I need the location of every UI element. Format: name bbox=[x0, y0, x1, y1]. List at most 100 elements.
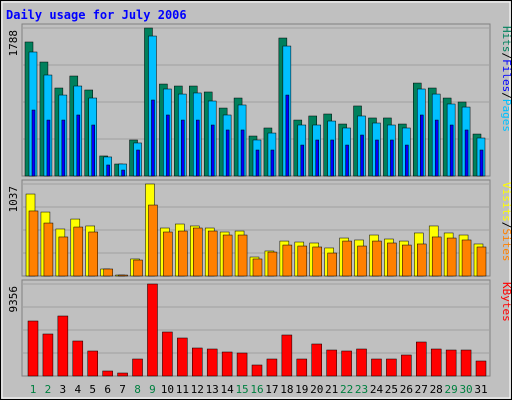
bar bbox=[106, 164, 110, 177]
y-tick-label: 1788 bbox=[7, 30, 20, 57]
bar bbox=[72, 340, 84, 377]
bar bbox=[255, 149, 260, 177]
bar bbox=[461, 239, 472, 277]
bar bbox=[43, 222, 54, 277]
bar bbox=[193, 227, 203, 277]
x-tick-label: 21 bbox=[325, 383, 338, 396]
x-tick-label: 1 bbox=[30, 383, 37, 396]
bar bbox=[240, 129, 245, 177]
bar bbox=[357, 245, 367, 277]
x-tick-label: 4 bbox=[74, 383, 81, 396]
bar bbox=[151, 99, 155, 177]
bar bbox=[252, 258, 263, 277]
bar bbox=[315, 139, 319, 177]
x-tick-label: 14 bbox=[221, 383, 235, 396]
legend-entry: Visits bbox=[500, 182, 512, 222]
legend-entry: Hits bbox=[500, 26, 512, 53]
bar bbox=[417, 243, 427, 277]
bar bbox=[402, 244, 412, 277]
bar bbox=[430, 348, 442, 377]
bar bbox=[416, 341, 427, 377]
bar bbox=[147, 283, 158, 377]
x-tick-label: 22 bbox=[340, 383, 353, 396]
bar bbox=[311, 343, 322, 377]
bar bbox=[356, 348, 367, 377]
x-tick-label: 13 bbox=[206, 383, 219, 396]
bar bbox=[181, 119, 185, 177]
bar bbox=[87, 350, 98, 377]
bar bbox=[132, 358, 143, 377]
bar bbox=[136, 149, 140, 177]
bar bbox=[341, 350, 352, 377]
bar bbox=[162, 331, 173, 377]
bar bbox=[221, 351, 233, 377]
bar bbox=[91, 124, 95, 177]
bar bbox=[330, 139, 334, 177]
bar bbox=[103, 268, 113, 277]
bar bbox=[267, 251, 278, 277]
bar bbox=[360, 134, 364, 177]
bar bbox=[148, 204, 158, 277]
bar bbox=[372, 240, 382, 277]
bar bbox=[270, 149, 275, 177]
bar bbox=[88, 231, 98, 277]
bar bbox=[42, 333, 54, 377]
x-tick-label: 25 bbox=[385, 383, 398, 396]
x-tick-label: 28 bbox=[430, 383, 443, 396]
chart-title: Daily usage for July 2006 bbox=[6, 8, 187, 22]
x-tick-label: 8 bbox=[134, 383, 141, 396]
x-tick-label: 24 bbox=[370, 383, 384, 396]
bar bbox=[31, 109, 36, 177]
bar bbox=[58, 236, 69, 277]
bar bbox=[196, 119, 200, 177]
bar bbox=[46, 119, 51, 177]
bar bbox=[405, 144, 409, 177]
x-tick-label: 19 bbox=[295, 383, 308, 396]
legend-entry: KBytes bbox=[500, 282, 512, 322]
bar bbox=[300, 144, 305, 177]
x-tick-label: 30 bbox=[459, 383, 472, 396]
bar bbox=[479, 149, 484, 177]
bar bbox=[281, 334, 293, 377]
bar bbox=[312, 246, 322, 277]
bar bbox=[121, 169, 125, 177]
bar bbox=[237, 234, 248, 277]
bar bbox=[375, 139, 379, 177]
x-tick-label: 10 bbox=[161, 383, 174, 396]
bar bbox=[236, 352, 248, 377]
legend-separator: / bbox=[500, 222, 512, 229]
legend-separator: / bbox=[500, 92, 512, 99]
bar bbox=[61, 119, 66, 177]
legend: Visits/Sites bbox=[500, 182, 512, 262]
x-tick-label: 7 bbox=[119, 383, 126, 396]
x-tick-label: 12 bbox=[191, 383, 204, 396]
x-tick-label: 9 bbox=[149, 383, 156, 396]
bar bbox=[464, 129, 469, 177]
bar bbox=[390, 139, 394, 177]
bar bbox=[326, 349, 337, 377]
bar bbox=[251, 364, 263, 377]
bar bbox=[445, 349, 457, 377]
bar bbox=[27, 320, 39, 377]
bar bbox=[434, 119, 439, 177]
bar bbox=[192, 347, 203, 377]
x-tick-label: 16 bbox=[250, 383, 263, 396]
x-tick-label: 26 bbox=[400, 383, 413, 396]
y-tick-label: 9356 bbox=[7, 286, 20, 313]
bar bbox=[166, 114, 170, 177]
x-tick-label: 20 bbox=[310, 383, 323, 396]
bar bbox=[446, 237, 457, 277]
bar bbox=[476, 246, 487, 277]
x-tick-label: 3 bbox=[60, 383, 67, 396]
panel bbox=[21, 279, 491, 377]
legend: KBytes bbox=[500, 282, 512, 322]
bar bbox=[57, 315, 69, 377]
bar bbox=[210, 124, 215, 177]
bar bbox=[225, 129, 230, 177]
x-tick-label: 29 bbox=[445, 383, 458, 396]
bar bbox=[73, 226, 84, 277]
legend-separator: / bbox=[500, 53, 512, 60]
bar bbox=[371, 358, 382, 377]
